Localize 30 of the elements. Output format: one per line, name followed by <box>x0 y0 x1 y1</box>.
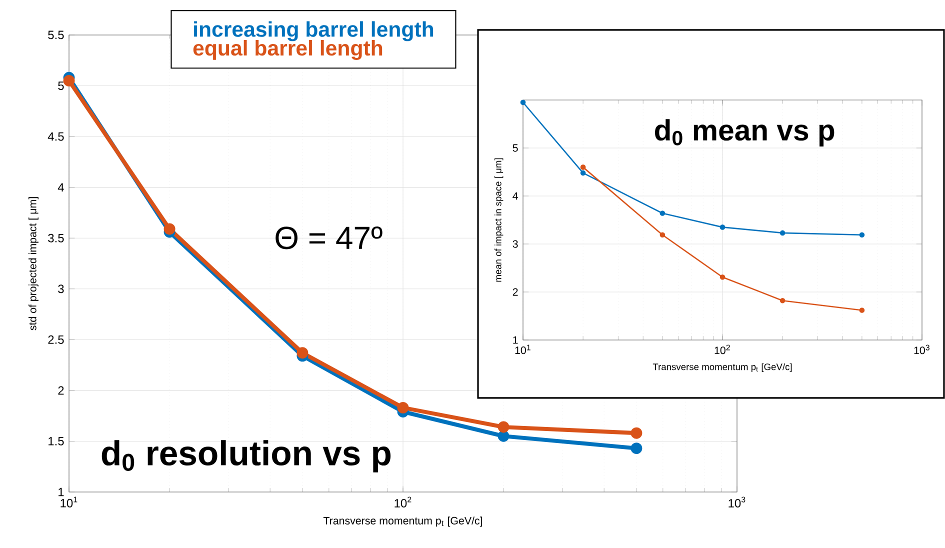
y-tick-label: 3.5 <box>48 234 64 242</box>
text: d$_{0}$ resolution vs p <box>102 440 391 472</box>
text: equal barrel length <box>193 40 382 60</box>
y-tick-label: 1 <box>58 488 64 496</box>
y-axis-title: std of projected impact [ μm] <box>28 197 38 330</box>
x-tick-label: 10$^{1}$ <box>60 496 78 508</box>
y-tick-label: 1 <box>513 336 518 344</box>
y-tick-label: 5 <box>58 82 64 90</box>
x-tick-label: 10$^{3}$ <box>914 344 930 354</box>
x-tick-label: 10$^{3}$ <box>728 496 746 508</box>
text: d$_{0}$ mean vs p <box>655 119 834 146</box>
x-tick-label: 10$^{1}$ <box>515 344 530 354</box>
y-tick-label: 2.5 <box>48 335 64 344</box>
y-tick-label: 2 <box>512 288 518 296</box>
y-tick-label: 5.5 <box>48 30 64 40</box>
y-tick-label: 5 <box>512 144 518 152</box>
y-tick-label: 2 <box>58 386 64 395</box>
x-tick-label: 10$^{2}$ <box>714 344 730 354</box>
x-axis-title: Transverse momentum p$_{t}$ [GeV/c] <box>323 516 482 527</box>
annotation: Θ = 47º <box>276 226 382 250</box>
y-tick-label: 4.5 <box>48 132 64 141</box>
x-tick-label: 10$^{2}$ <box>394 496 412 508</box>
y-tick-label: 3 <box>58 284 64 294</box>
y-tick-label: 4 <box>512 192 518 200</box>
text: increasing barrel length <box>194 21 434 42</box>
y-tick-label: 1.5 <box>48 437 64 446</box>
y-tick-label: 4 <box>58 183 64 192</box>
y-axis-title: mean of impact in space [ μm] <box>494 158 504 282</box>
x-axis-title: Transverse momentum p$_{t}$ [GeV/c] <box>652 363 792 372</box>
y-tick-label: 3 <box>512 240 518 248</box>
